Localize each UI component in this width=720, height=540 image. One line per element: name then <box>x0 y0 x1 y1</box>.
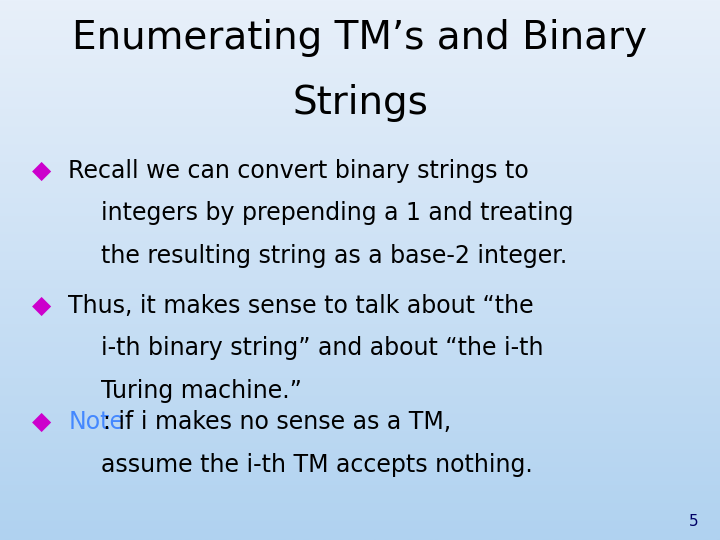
Text: ◆: ◆ <box>32 294 52 318</box>
Text: ◆: ◆ <box>32 410 52 434</box>
Text: Strings: Strings <box>292 84 428 122</box>
Text: : if i makes no sense as a TM,: : if i makes no sense as a TM, <box>103 410 451 434</box>
Text: Note: Note <box>68 410 125 434</box>
Text: 5: 5 <box>689 514 698 529</box>
Text: assume the i-th TM accepts nothing.: assume the i-th TM accepts nothing. <box>101 453 533 476</box>
Text: Enumerating TM’s and Binary: Enumerating TM’s and Binary <box>73 19 647 57</box>
Text: Recall we can convert binary strings to: Recall we can convert binary strings to <box>68 159 529 183</box>
Text: the resulting string as a base-2 integer.: the resulting string as a base-2 integer… <box>101 244 567 267</box>
Text: Turing machine.”: Turing machine.” <box>101 379 302 402</box>
Text: i-th binary string” and about “the i-th: i-th binary string” and about “the i-th <box>101 336 544 360</box>
Text: integers by prepending a 1 and treating: integers by prepending a 1 and treating <box>101 201 573 225</box>
Text: ◆: ◆ <box>32 159 52 183</box>
Text: Thus, it makes sense to talk about “the: Thus, it makes sense to talk about “the <box>68 294 534 318</box>
